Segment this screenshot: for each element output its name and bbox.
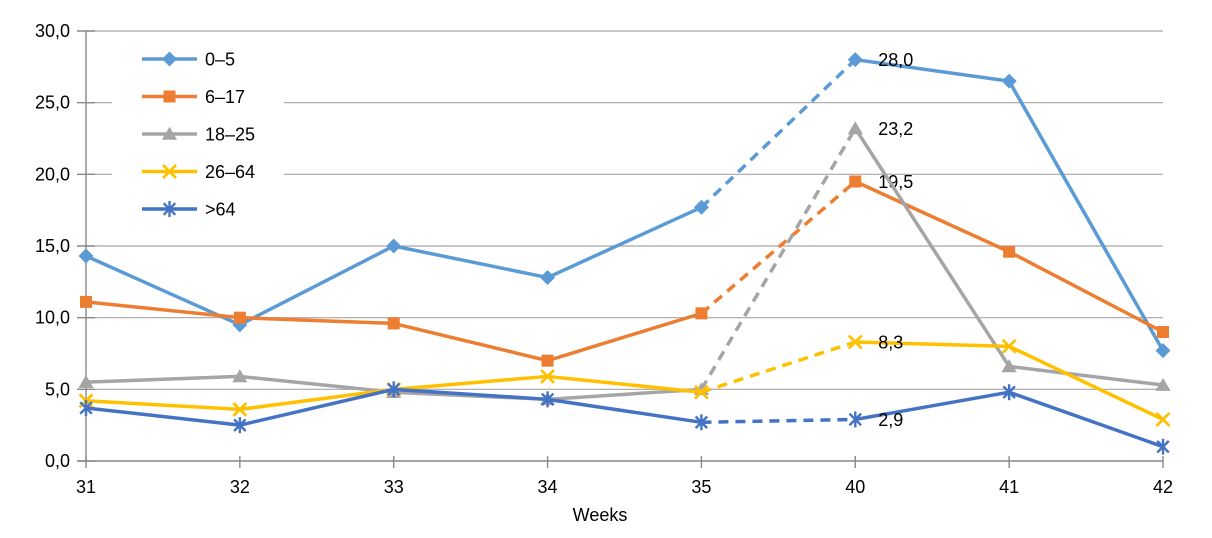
legend-label: 0–5	[205, 50, 235, 70]
legend-label: >64	[205, 200, 236, 220]
asterisk-marker-icon	[387, 382, 401, 396]
asterisk-marker-icon	[1156, 440, 1170, 454]
x-marker-icon	[1155, 411, 1171, 427]
square-marker-icon	[233, 311, 246, 324]
legend-item-6-17: 6–17	[142, 87, 245, 107]
legend-item-18-25: 18–25	[142, 125, 255, 145]
data-label: 23,2	[878, 119, 913, 139]
diamond-marker-icon	[540, 270, 556, 286]
diamond-marker-icon	[693, 199, 709, 215]
legend-item-64: >64	[142, 200, 236, 220]
x-tick-label: 41	[999, 477, 1019, 497]
triangle-marker-icon	[1155, 377, 1171, 391]
square-marker-icon	[849, 175, 862, 188]
x-axis-title: Weeks	[572, 505, 628, 525]
x-marker-icon	[162, 164, 177, 179]
triangle-marker-icon	[232, 369, 248, 383]
x-tick-label: 42	[1153, 477, 1173, 497]
y-tick-label: 15,0	[35, 236, 70, 256]
x-marker-icon	[232, 401, 248, 417]
diamond-marker-icon	[847, 52, 863, 68]
square-marker-icon	[163, 90, 176, 103]
diamond-marker-icon	[1155, 343, 1171, 359]
x-tick-label: 32	[230, 477, 250, 497]
x-marker-icon	[693, 384, 709, 400]
triangle-marker-icon	[1001, 359, 1017, 373]
data-label: 28,0	[878, 50, 913, 70]
x-marker-icon	[1001, 338, 1017, 354]
square-marker-icon	[695, 307, 708, 320]
square-marker-icon	[387, 317, 400, 330]
square-marker-icon	[541, 354, 554, 367]
y-tick-label: 10,0	[35, 308, 70, 328]
x-tick-label: 34	[538, 477, 558, 497]
series-line-dashed-gap	[701, 417, 856, 425]
legend-label: 26–64	[205, 162, 255, 182]
series-line-solid	[85, 300, 702, 363]
legend-item-26-64: 26–64	[142, 162, 255, 182]
asterisk-marker-icon	[162, 202, 177, 216]
legend: 0–5 6–17 18–25 26–64 >64	[112, 44, 284, 226]
triangle-marker-icon	[161, 126, 178, 140]
y-tick-label: 0,0	[45, 451, 70, 471]
square-marker-icon	[1157, 326, 1169, 338]
square-marker-icon	[1003, 245, 1016, 258]
diamond-marker-icon	[1001, 73, 1017, 89]
y-tick-label: 30,0	[35, 21, 70, 41]
x-tick-label: 33	[384, 477, 404, 497]
x-tick-label: 31	[76, 477, 96, 497]
legend-background	[112, 44, 284, 226]
diamond-marker-icon	[386, 238, 402, 254]
x-tick-label: 40	[845, 477, 865, 497]
legend-item-0-5: 0–5	[142, 50, 235, 70]
y-tick-label: 20,0	[35, 164, 70, 184]
x-marker-icon	[847, 334, 863, 350]
diamond-marker-icon	[78, 248, 94, 264]
series-line-dashed-gap	[700, 340, 856, 394]
y-tick-label: 5,0	[45, 379, 70, 399]
data-label: 2,9	[878, 410, 903, 430]
asterisk-marker-icon	[848, 412, 862, 427]
triangle-marker-icon	[78, 374, 94, 388]
asterisk-marker-icon	[233, 418, 247, 432]
legend-label: 6–17	[205, 87, 245, 107]
series-line-dashed-gap	[700, 180, 857, 315]
x-tick-label: 35	[691, 477, 711, 497]
asterisk-marker-icon	[79, 401, 93, 415]
legend-label: 18–25	[205, 125, 255, 145]
asterisk-marker-icon	[1002, 385, 1016, 399]
asterisk-marker-icon	[540, 392, 555, 407]
diamond-marker-icon	[162, 51, 177, 67]
triangle-marker-icon	[847, 121, 863, 135]
asterisk-marker-icon	[694, 415, 709, 429]
x-marker-icon	[540, 368, 556, 384]
y-tick-label: 25,0	[35, 93, 70, 113]
series-64: 2,9	[79, 381, 1170, 455]
series-0-5: 28,0	[78, 50, 1171, 359]
data-label: 8,3	[878, 333, 903, 353]
square-marker-icon	[80, 295, 92, 308]
series-line-dashed-gap	[700, 58, 857, 209]
